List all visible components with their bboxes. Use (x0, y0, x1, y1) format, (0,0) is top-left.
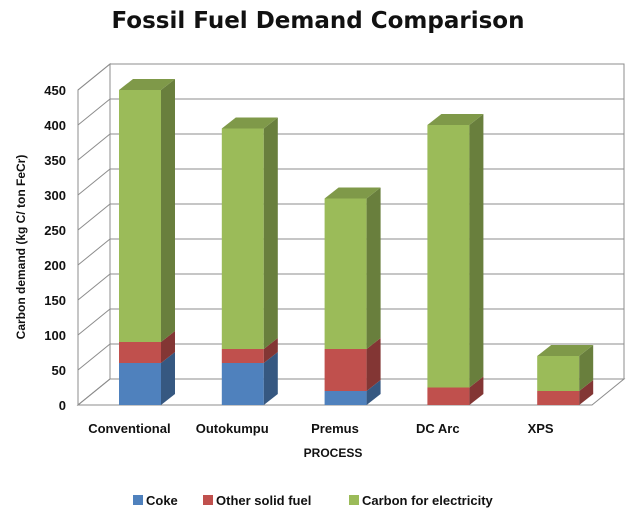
legend-swatch (133, 495, 143, 505)
legend-item: Coke (133, 493, 178, 508)
y-tick-label: 200 (44, 258, 66, 273)
bar-segment (324, 380, 381, 405)
y-tick-label: 250 (44, 223, 66, 238)
bar-segment (537, 345, 594, 391)
legend: Coke Other solid fuel Carbon for electrici… (133, 493, 494, 508)
legend-item: Other solid fuel (203, 493, 311, 508)
bar-segment (221, 338, 278, 363)
bar-segment (324, 187, 381, 349)
gridline (77, 98, 624, 126)
y-tick-label: 150 (44, 293, 66, 308)
legend-swatch (349, 495, 359, 505)
y-tick-label: 0 (59, 398, 66, 413)
bar-segment (119, 331, 175, 363)
bar-segment (324, 338, 381, 391)
legend-item: Carbon for electricity (349, 493, 494, 508)
chart-title: Fossil Fuel Demand Comparison (112, 8, 525, 34)
y-tick-label: 350 (44, 153, 66, 168)
bar-segment (221, 352, 278, 405)
y-tick-label: 450 (44, 83, 66, 98)
y-tick-label: 50 (52, 363, 66, 378)
legend-label: Carbon for electricity (362, 493, 494, 508)
y-tick-label: 400 (44, 118, 66, 133)
y-axis-ticks: 0 50 100 150 200 250 300 350 400 450 (44, 83, 66, 413)
x-tick-label: Premus (311, 421, 359, 436)
bar-segment (537, 380, 594, 405)
y-tick-label: 300 (44, 188, 66, 203)
bar-segment (119, 79, 175, 342)
bar-segment (119, 352, 175, 405)
gridline (77, 63, 624, 91)
x-tick-label: XPS (528, 421, 554, 436)
bar-segment (427, 114, 484, 388)
legend-swatch (203, 495, 213, 505)
bars (119, 79, 594, 405)
x-tick-label: Outokumpu (196, 421, 269, 436)
x-tick-label: DC Arc (416, 421, 460, 436)
x-axis-label: PROCESS (304, 446, 363, 460)
legend-label: Other solid fuel (216, 493, 311, 508)
bar-segment (427, 376, 484, 405)
x-tick-label: Conventional (88, 421, 170, 436)
y-tick-label: 100 (44, 328, 66, 343)
x-axis-ticks: Conventional Outokumpu Premus DC Arc XPS (88, 421, 554, 436)
bar-segment (221, 117, 278, 349)
legend-label: Coke (146, 493, 178, 508)
y-axis-label: Carbon demand (kg C/ ton FeCr) (14, 155, 28, 340)
side-wall (77, 62, 111, 407)
